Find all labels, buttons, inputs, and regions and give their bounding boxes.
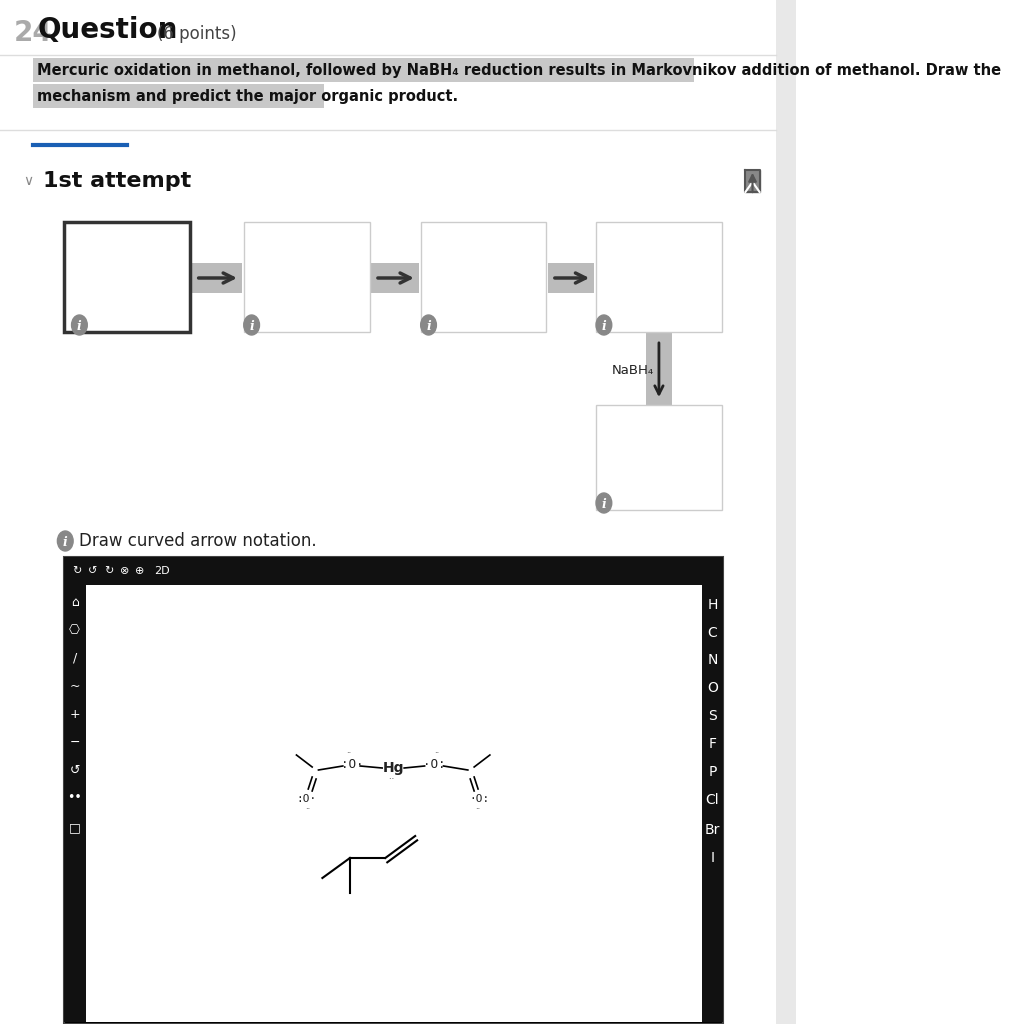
Bar bbox=[646, 330, 671, 407]
Bar bbox=[65, 222, 190, 332]
Text: mechanism and predict the major organic product.: mechanism and predict the major organic … bbox=[37, 88, 458, 103]
Text: ⌂: ⌂ bbox=[71, 597, 79, 609]
Text: 1st attempt: 1st attempt bbox=[43, 171, 191, 191]
Text: F: F bbox=[708, 737, 716, 751]
Text: ⊕: ⊕ bbox=[135, 566, 145, 575]
Text: i: i bbox=[249, 319, 254, 333]
Text: ··: ·· bbox=[305, 806, 310, 814]
Text: ⊗: ⊗ bbox=[119, 566, 128, 575]
Bar bbox=[65, 557, 723, 1024]
Text: i: i bbox=[601, 319, 606, 333]
Text: □: □ bbox=[69, 821, 81, 835]
Text: ↻: ↻ bbox=[104, 566, 113, 575]
Text: ~: ~ bbox=[70, 680, 80, 692]
Circle shape bbox=[244, 315, 259, 335]
Text: H: H bbox=[707, 598, 717, 612]
Text: ••: •• bbox=[68, 792, 82, 805]
Text: ··: ·· bbox=[475, 806, 480, 814]
Bar bbox=[65, 557, 723, 585]
Text: :O·: :O· bbox=[341, 758, 363, 770]
Text: ··: ·· bbox=[434, 750, 440, 759]
Text: Hg: Hg bbox=[382, 761, 403, 775]
Text: I: I bbox=[710, 851, 714, 865]
Text: 24: 24 bbox=[14, 19, 53, 47]
Text: (6 points): (6 points) bbox=[157, 25, 237, 43]
Text: P: P bbox=[708, 765, 716, 779]
Text: S: S bbox=[708, 709, 716, 723]
Text: 2D: 2D bbox=[154, 566, 170, 575]
Text: :O·: :O· bbox=[296, 794, 316, 804]
Text: i: i bbox=[601, 498, 606, 511]
Bar bbox=[33, 58, 693, 82]
Text: Mercuric oxidation in methanol, followed by NaBH₄ reduction results in Markovnik: Mercuric oxidation in methanol, followed… bbox=[37, 62, 1000, 78]
Circle shape bbox=[595, 493, 611, 513]
Text: C: C bbox=[707, 626, 717, 640]
Bar bbox=[192, 263, 242, 293]
Text: ∨: ∨ bbox=[23, 174, 33, 188]
Text: i: i bbox=[426, 319, 431, 333]
Text: i: i bbox=[77, 319, 82, 333]
Bar bbox=[595, 406, 721, 510]
Text: ⎔: ⎔ bbox=[69, 624, 80, 637]
Text: ↺: ↺ bbox=[70, 764, 80, 776]
Circle shape bbox=[58, 531, 73, 551]
Circle shape bbox=[72, 315, 87, 335]
Bar bbox=[421, 222, 546, 332]
Text: ··: ·· bbox=[389, 775, 396, 784]
Circle shape bbox=[421, 315, 436, 335]
Text: −: − bbox=[70, 735, 80, 749]
Bar bbox=[595, 222, 721, 332]
Bar bbox=[548, 263, 593, 293]
Text: Br: Br bbox=[704, 823, 720, 837]
Polygon shape bbox=[745, 170, 759, 193]
Bar bbox=[33, 84, 324, 108]
Bar bbox=[775, 0, 795, 1024]
Text: i: i bbox=[63, 536, 68, 549]
Text: Cl: Cl bbox=[705, 793, 719, 807]
Bar bbox=[702, 585, 723, 1022]
Text: ↻: ↻ bbox=[73, 566, 82, 575]
Circle shape bbox=[595, 315, 611, 335]
Bar bbox=[244, 222, 369, 332]
Bar bbox=[371, 263, 419, 293]
Text: ↺: ↺ bbox=[88, 566, 97, 575]
Bar bbox=[65, 585, 86, 1022]
Text: ·O:: ·O: bbox=[423, 758, 445, 770]
Text: Draw curved arrow notation.: Draw curved arrow notation. bbox=[79, 532, 316, 550]
Text: /: / bbox=[73, 651, 77, 665]
Bar bbox=[86, 585, 702, 1022]
Text: +: + bbox=[70, 708, 80, 721]
Text: ·O:: ·O: bbox=[469, 794, 489, 804]
Text: Question: Question bbox=[37, 16, 178, 44]
Text: O: O bbox=[707, 681, 717, 695]
Text: NaBH₄: NaBH₄ bbox=[611, 364, 653, 377]
Text: N: N bbox=[707, 653, 717, 667]
Text: ··: ·· bbox=[346, 750, 352, 759]
